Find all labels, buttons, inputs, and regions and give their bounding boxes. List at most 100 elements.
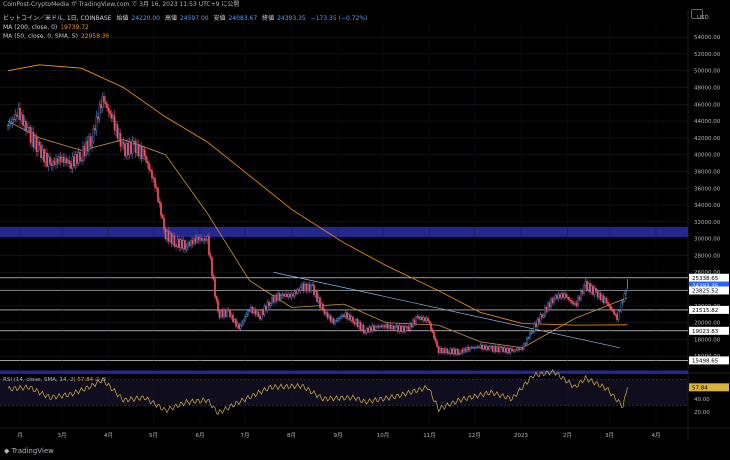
candle-body — [97, 116, 99, 120]
candle-body — [281, 293, 284, 296]
candle-body — [209, 254, 212, 258]
candle-body — [388, 324, 390, 329]
price-tag-box — [689, 273, 729, 282]
price-tick-label: 32000.00 — [694, 220, 721, 226]
trendline — [273, 271, 621, 349]
time-tick-label: 7月 — [241, 432, 250, 439]
candle-body — [377, 326, 380, 328]
candle-body — [32, 132, 35, 148]
candle-body — [104, 101, 107, 104]
candle-body — [244, 316, 246, 321]
candle-body — [239, 325, 242, 329]
candle-body — [449, 348, 452, 354]
candle-body — [599, 293, 602, 300]
candle-body — [613, 310, 615, 315]
ma50-label: MA (50, close, 0, SMA, 5) — [3, 33, 78, 40]
candle-body — [409, 323, 411, 331]
candle-body — [10, 122, 12, 124]
candle-body — [73, 156, 75, 167]
candle-body — [314, 290, 317, 296]
candle-body — [515, 349, 518, 351]
candle-body — [269, 303, 272, 307]
candle-body — [356, 319, 359, 328]
candle-body — [20, 114, 23, 121]
candle-body — [470, 347, 473, 349]
candle-body — [610, 306, 612, 310]
candle-body — [554, 295, 557, 300]
candle-body — [490, 345, 492, 348]
candle-body — [77, 152, 80, 164]
price-tick-label: 38000.00 — [694, 169, 721, 175]
candle-body — [181, 239, 183, 249]
symbol-name[interactable]: ビットコイン／米ドル, 1日, COINBASE — [3, 15, 112, 22]
candle-body — [166, 231, 168, 240]
candle-body — [428, 321, 431, 324]
candle-body — [55, 158, 57, 165]
candle-body — [368, 326, 371, 333]
candle-body — [154, 177, 156, 188]
candle-body — [238, 323, 240, 329]
ma200-legend[interactable]: MA (200, close, 0) 19739.72 — [3, 24, 92, 32]
candle-body — [520, 347, 522, 350]
time-tick-label: 3月 — [58, 432, 67, 439]
candle-body — [349, 314, 351, 321]
candle-body — [586, 280, 588, 290]
candle-body — [19, 108, 21, 121]
candle-body — [548, 302, 551, 308]
candle-body — [475, 347, 477, 349]
candle-body — [385, 323, 387, 328]
candle-body — [338, 317, 341, 319]
candle-body — [199, 237, 201, 241]
candle-body — [212, 275, 215, 280]
candle-body — [266, 301, 269, 311]
candle-body — [547, 302, 549, 312]
candle-body — [58, 156, 60, 164]
candle-body — [236, 323, 239, 327]
candle-body — [50, 162, 53, 166]
candle-body — [95, 116, 98, 131]
candle-body — [65, 158, 68, 164]
candle-body — [82, 146, 84, 161]
candle-body — [583, 285, 585, 294]
candle-body — [44, 152, 47, 163]
candle-body — [128, 141, 131, 155]
candle-body — [325, 312, 327, 315]
candle-body — [527, 337, 530, 339]
price-tick-label: 30000.00 — [694, 237, 721, 243]
candle-body — [31, 132, 33, 143]
candle-body — [289, 293, 291, 298]
candle-body — [194, 237, 197, 243]
tradingview-logo[interactable]: ◆ TradingView — [4, 447, 54, 455]
candle-body — [257, 311, 260, 317]
candle-body — [52, 160, 54, 166]
candle-body — [605, 298, 608, 303]
candle-body — [545, 307, 548, 312]
rsi-legend[interactable]: RSI (14, close, SMA, 14, 2) 57.84 ∅ ∅ — [3, 377, 106, 383]
candle-body — [296, 289, 299, 294]
candle-body — [202, 238, 204, 241]
fullscreen-button[interactable] — [691, 9, 703, 19]
candle-body — [397, 325, 399, 332]
candle-body — [619, 310, 621, 312]
candle-body — [268, 301, 270, 307]
candle-body — [41, 148, 44, 158]
candle-body — [350, 316, 353, 321]
price-tag-label: 21515.82 — [692, 308, 718, 314]
candle-body — [319, 297, 321, 309]
candle-body — [221, 310, 224, 317]
candle-body — [505, 347, 507, 353]
candle-body — [179, 239, 182, 248]
candle-body — [89, 136, 92, 147]
candle-body — [509, 348, 512, 354]
candle-body — [593, 288, 596, 295]
candle-body — [56, 158, 59, 164]
candle-body — [301, 283, 303, 288]
candle-body — [100, 104, 102, 109]
ma50-legend[interactable]: MA (50, close, 0, SMA, 5) 22958.36 — [3, 33, 113, 41]
rsi-tick-label: 20.00 — [694, 410, 710, 416]
candle-body — [206, 236, 209, 240]
price-tick-label: 46000.00 — [694, 102, 721, 108]
candle-body — [469, 347, 471, 351]
candle-body — [418, 316, 420, 320]
